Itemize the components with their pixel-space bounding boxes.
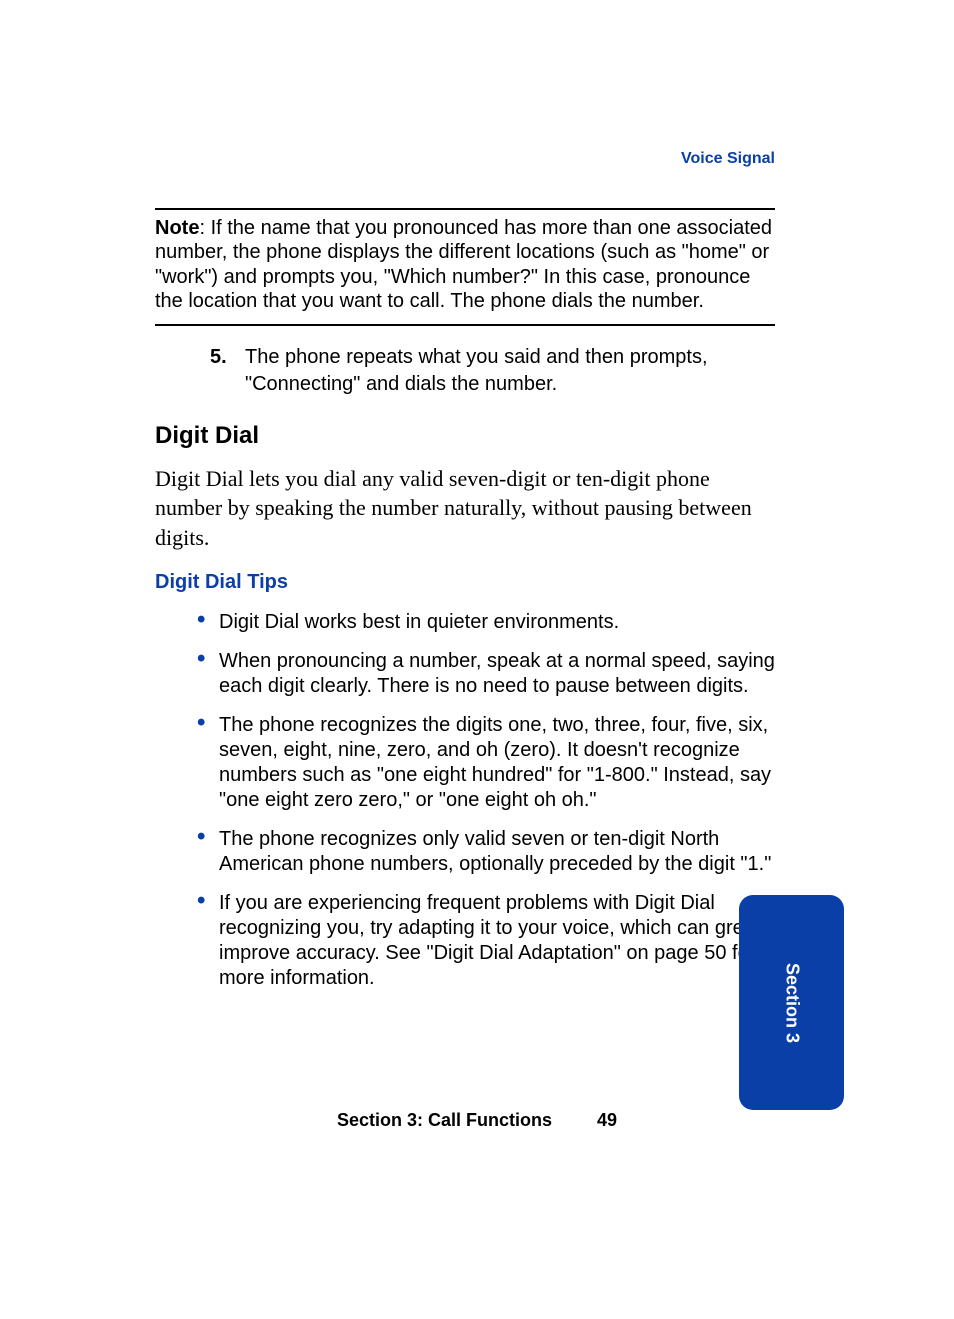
note-label: Note [155, 217, 199, 239]
numbered-item-5: 5. The phone repeats what you said and t… [245, 344, 775, 398]
header-link[interactable]: Voice Signal [155, 150, 775, 168]
footer-section-title: Section 3: Call Functions [337, 1110, 552, 1130]
note-text: : If the name that you pronounced has mo… [155, 217, 772, 312]
footer-page-number: 49 [597, 1110, 617, 1130]
section-tab-label: Section 3 [781, 962, 802, 1042]
rule-bottom [155, 324, 775, 326]
subheading-digit-dial-tips: Digit Dial Tips [155, 571, 775, 594]
note-block: Note: If the name that you pronounced ha… [155, 210, 775, 324]
page-content: Voice Signal Note: If the name that you … [155, 150, 775, 1005]
section-tab[interactable]: Section 3 [739, 895, 844, 1110]
bullet-item: If you are experiencing frequent problem… [215, 891, 775, 991]
page-footer: Section 3: Call Functions 49 [0, 1110, 954, 1131]
body-paragraph: Digit Dial lets you dial any valid seven… [155, 464, 775, 553]
numbered-list: 5. The phone repeats what you said and t… [155, 344, 775, 398]
numbered-text: The phone repeats what you said and then… [245, 346, 708, 395]
numbered-marker: 5. [210, 344, 227, 371]
bullet-item: The phone recognizes only valid seven or… [215, 827, 775, 877]
bullet-item: The phone recognizes the digits one, two… [215, 713, 775, 813]
bullet-item: When pronouncing a number, speak at a no… [215, 649, 775, 699]
bullet-item: Digit Dial works best in quieter environ… [215, 610, 775, 635]
heading-digit-dial: Digit Dial [155, 422, 775, 450]
bullet-list: Digit Dial works best in quieter environ… [155, 610, 775, 991]
